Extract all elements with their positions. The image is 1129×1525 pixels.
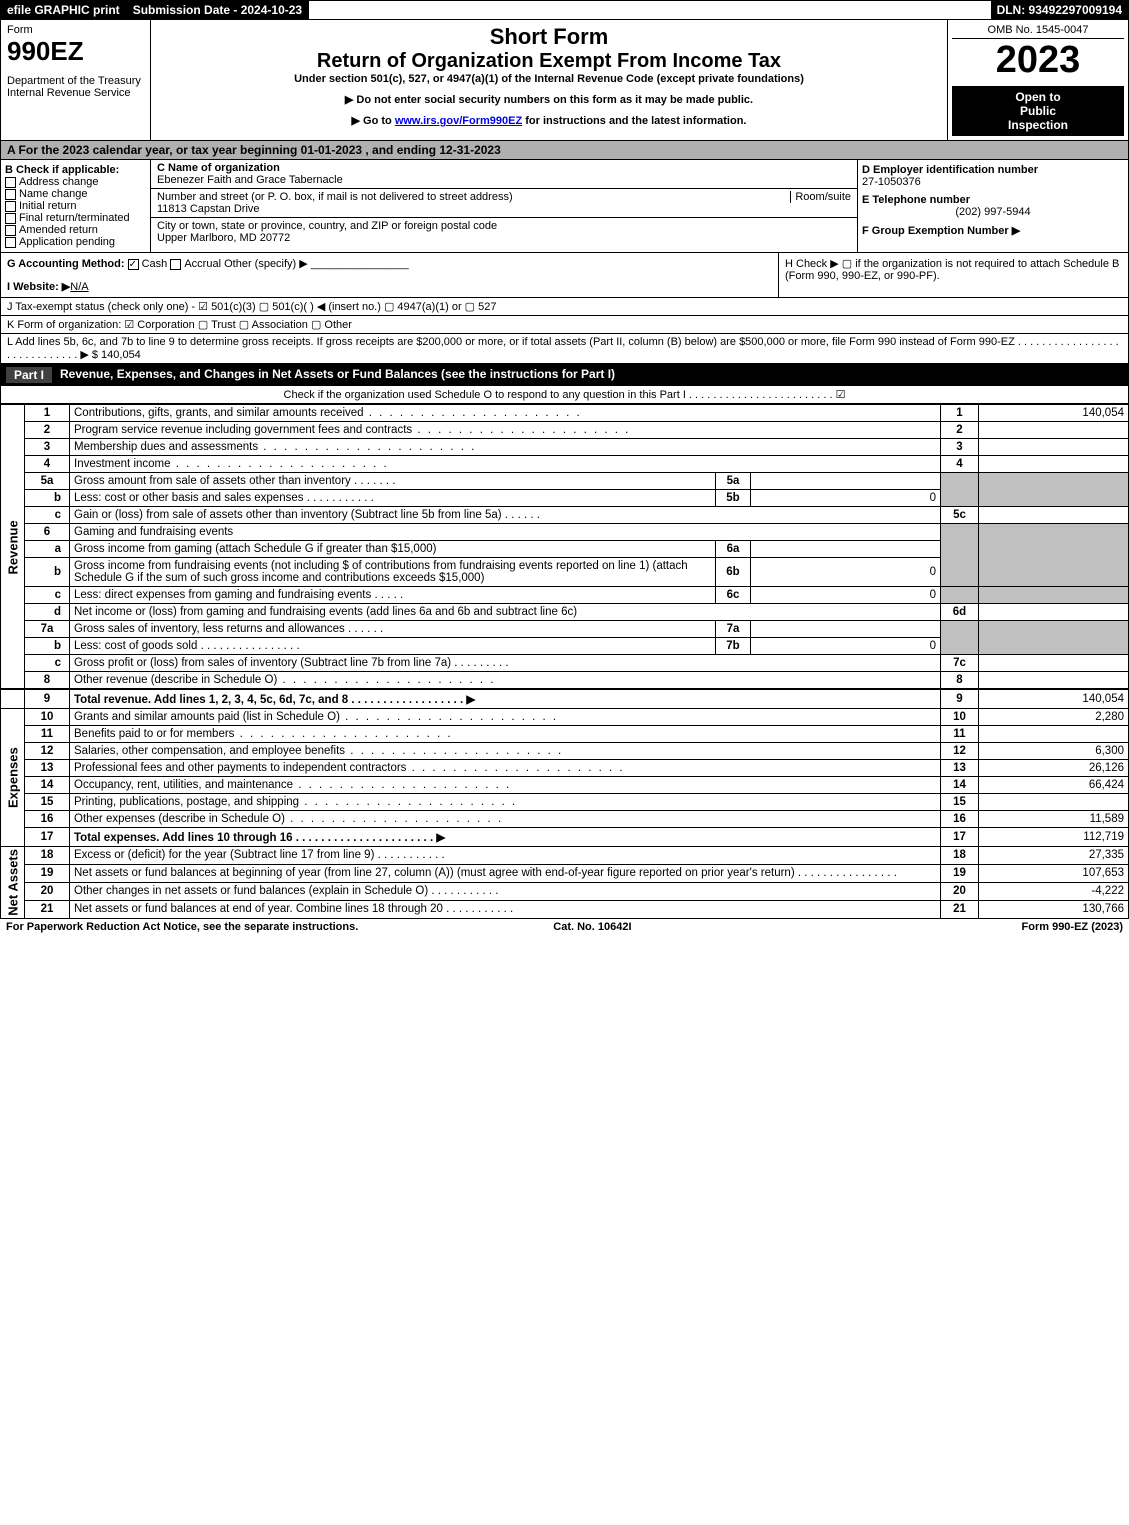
note-link: ▶ Go to www.irs.gov/Form990EZ for instru… — [159, 114, 939, 127]
tax-year: 2023 — [952, 39, 1124, 82]
check-accrual[interactable] — [170, 259, 181, 270]
footer-mid: Cat. No. 10642I — [553, 921, 631, 933]
revenue-label: Revenue — [1, 405, 25, 690]
footer-right: Form 990-EZ (2023) — [1022, 921, 1123, 933]
website: N/A — [70, 281, 88, 293]
top-bar: efile GRAPHIC print Submission Date - 20… — [0, 0, 1129, 20]
omb-number: OMB No. 1545-0047 — [952, 24, 1124, 39]
section-j: J Tax-exempt status (check only one) - ☑… — [0, 298, 1129, 316]
footer-left: For Paperwork Reduction Act Notice, see … — [6, 921, 358, 933]
submission-date: Submission Date - 2024-10-23 — [127, 1, 309, 19]
check-address[interactable] — [5, 177, 16, 188]
section-c: C Name of organization Ebenezer Faith an… — [151, 160, 858, 252]
subtitle: Under section 501(c), 527, or 4947(a)(1)… — [159, 73, 939, 85]
lines-table: Revenue 1Contributions, gifts, grants, a… — [0, 404, 1129, 919]
ein: 27-1050376 — [862, 176, 921, 188]
section-h: H Check ▶ ▢ if the organization is not r… — [778, 253, 1128, 297]
row-g-h: G Accounting Method: Cash Accrual Other … — [0, 253, 1129, 298]
footer: For Paperwork Reduction Act Notice, see … — [0, 919, 1129, 935]
check-pending[interactable] — [5, 237, 16, 248]
check-final[interactable] — [5, 213, 16, 224]
department: Department of the Treasury Internal Reve… — [7, 75, 144, 99]
section-b: B Check if applicable: Address change Na… — [1, 160, 151, 252]
street: 11813 Capstan Drive — [157, 203, 851, 215]
group-exemption: F Group Exemption Number ▶ — [862, 225, 1020, 237]
section-k: K Form of organization: ☑ Corporation ▢ … — [0, 316, 1129, 334]
netassets-label: Net Assets — [1, 847, 25, 919]
title-short: Short Form — [159, 24, 939, 50]
check-amended[interactable] — [5, 225, 16, 236]
dln: DLN: 93492297009194 — [991, 1, 1128, 19]
irs-link[interactable]: www.irs.gov/Form990EZ — [395, 115, 522, 127]
phone: (202) 997-5944 — [862, 206, 1124, 218]
form-header: Form 990EZ Department of the Treasury In… — [0, 20, 1129, 141]
form-label: Form — [7, 24, 144, 36]
form-number: 990EZ — [7, 36, 144, 67]
open-inspection: Open toPublicInspection — [952, 86, 1124, 136]
part-1-header: Part I Revenue, Expenses, and Changes in… — [0, 364, 1129, 386]
section-l: L Add lines 5b, 6c, and 7b to line 9 to … — [0, 334, 1129, 364]
check-cash[interactable] — [128, 259, 139, 270]
section-a: A For the 2023 calendar year, or tax yea… — [0, 141, 1129, 160]
org-name: Ebenezer Faith and Grace Tabernacle — [157, 174, 851, 186]
main-info: B Check if applicable: Address change Na… — [0, 160, 1129, 253]
note-ssn: ▶ Do not enter social security numbers o… — [159, 93, 939, 106]
city-state-zip: Upper Marlboro, MD 20772 — [157, 232, 851, 244]
part-1-sub: Check if the organization used Schedule … — [0, 386, 1129, 404]
check-initial[interactable] — [5, 201, 16, 212]
expenses-label: Expenses — [1, 709, 25, 847]
section-d-e-f: D Employer identification number27-10503… — [858, 160, 1128, 252]
title-main: Return of Organization Exempt From Incom… — [159, 50, 939, 73]
efile-print[interactable]: efile GRAPHIC print — [1, 1, 127, 19]
check-name[interactable] — [5, 189, 16, 200]
